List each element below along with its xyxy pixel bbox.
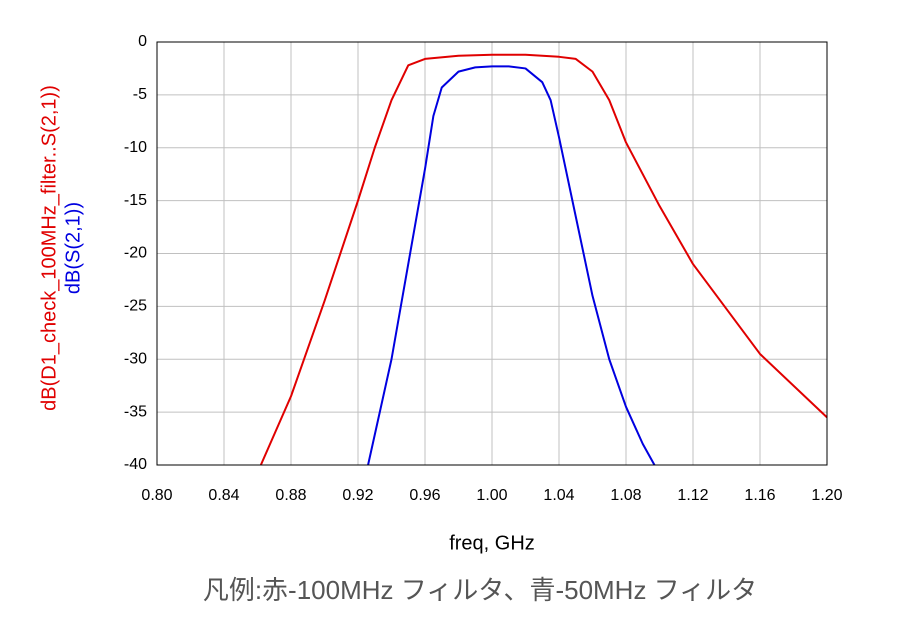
caption: 凡例:赤-100MHz フィルタ、青-50MHz フィルタ [203,575,757,605]
y-axis-label: dB(D1_check_100MHz_filter..S(2,1)) [38,85,60,411]
x-tick-label: 0.88 [275,487,306,504]
grid [156,41,828,466]
x-tick-label: 0.96 [409,487,440,504]
plot-frame [156,41,828,466]
y-tick-label: -10 [124,139,147,156]
y-tick-label: -25 [124,298,147,315]
x-tick-label: 0.84 [208,487,239,504]
x-tick-label: 0.92 [342,487,373,504]
y-tick-label: -30 [124,350,147,367]
lines [259,53,828,466]
series-line [259,53,828,466]
x-tick-label: 1.04 [543,487,574,504]
y-tick-label: -20 [124,245,147,262]
x-tick-label: 1.16 [744,487,775,504]
y-axis-label: dB(S(2,1)) [62,202,84,294]
y-tick-label: -40 [124,456,147,473]
x-tick-label: 1.12 [677,487,708,504]
x-tick-label: 0.80 [141,487,172,504]
y-tick-label: 0 [138,33,147,50]
y-tick-label: -15 [124,192,147,209]
x-tick-label: 1.20 [811,487,842,504]
x-tick-label: 1.08 [610,487,641,504]
series-line [367,65,656,466]
y-tick-label: -5 [133,86,147,103]
x-tick-label: 1.00 [476,487,507,504]
y-tick-label: -35 [124,403,147,420]
x-axis-label: freq, GHz [449,532,535,554]
